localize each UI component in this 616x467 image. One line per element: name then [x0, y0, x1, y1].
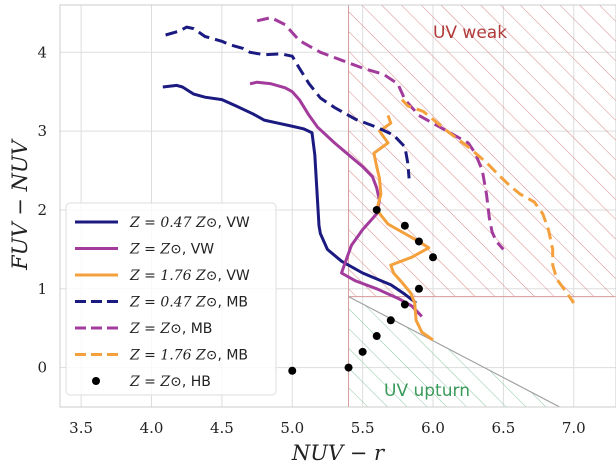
- x-tick-label: 7.0: [562, 419, 586, 437]
- hb-point: [429, 253, 438, 262]
- hb-point: [372, 332, 381, 341]
- legend-entry: Z = Z⊙, HB: [129, 374, 211, 390]
- legend-entry-tag: , MB: [182, 321, 213, 337]
- legend-box: [65, 202, 277, 396]
- x-tick-label: 3.5: [69, 419, 93, 437]
- series-line-4: [256, 16, 505, 251]
- plot-frame: [59, 4, 616, 408]
- x-tick-labels: 3.5 4.0 4.5 5.0 5.5 6.0 6.5 7.0: [69, 419, 586, 437]
- x-axis-label: NUV − r: [291, 441, 386, 465]
- legend-entry: Z = Z⊙, MB: [129, 321, 212, 337]
- legend-entry-tag: , VW: [217, 215, 249, 231]
- y-axis-label: FUV − NUV: [8, 138, 32, 270]
- legend-entry: Z = 0.47 Z⊙, MB: [129, 295, 248, 311]
- series-lines: [162, 16, 576, 342]
- x-tick-label: 4.5: [210, 419, 234, 437]
- legend-entry-tag: , MB: [217, 295, 248, 311]
- legend-entry-tag: , VW: [217, 268, 249, 284]
- y-tick-label: 2: [37, 201, 47, 219]
- legend-entry: Z = Z⊙, VW: [129, 242, 214, 258]
- legend-entry: Z = 1.76 Z⊙, VW: [129, 268, 250, 284]
- series-line-3: [165, 25, 411, 179]
- y-tick-labels: 0 1 2 3 4: [37, 43, 47, 376]
- region-uv-weak: [348, 5, 616, 297]
- hb-point: [414, 284, 423, 293]
- hb-point: [344, 363, 353, 372]
- x-tick-label: 6.5: [491, 419, 515, 437]
- series-line-5: [400, 98, 576, 304]
- y-tick-label: 0: [37, 359, 47, 377]
- legend: Z = 0.47 Z⊙, VWZ = Z⊙, VWZ = 1.76 Z⊙, VW…: [65, 202, 277, 396]
- y-tick-label: 3: [37, 122, 47, 140]
- legend-swatch: [92, 377, 100, 385]
- hb-point: [288, 366, 297, 375]
- legend-entry-math: Z = 0.47 Z⊙: [129, 295, 217, 311]
- legend-entry-tag: , VW: [182, 242, 214, 258]
- hb-point: [400, 300, 409, 309]
- x-tick-label: 4.0: [140, 419, 164, 437]
- x-tick-label: 5.5: [351, 419, 375, 437]
- hb-point: [400, 221, 409, 230]
- x-tick-label: 6.0: [421, 419, 445, 437]
- region-label-uv-upturn: UV upturn: [384, 381, 470, 401]
- hb-point: [414, 237, 423, 246]
- legend-entry: Z = 0.47 Z⊙, VW: [129, 215, 250, 231]
- y-tick-label: 1: [37, 280, 47, 298]
- hb-points: [288, 205, 438, 375]
- legend-entry-tag: , MB: [217, 348, 248, 364]
- hb-point: [358, 347, 367, 356]
- x-tick-label: 5.0: [280, 419, 304, 437]
- legend-entry-math: Z = 1.76 Z⊙: [129, 348, 217, 364]
- legend-entry-math: Z = Z⊙: [129, 374, 182, 390]
- legend-entry-math: Z = 1.76 Z⊙: [129, 268, 217, 284]
- legend-entry-math: Z = 0.47 Z⊙: [129, 215, 217, 231]
- regions: [348, 5, 616, 407]
- hb-point: [372, 205, 381, 214]
- series-line-2: [372, 114, 434, 342]
- legend-entry-math: Z = Z⊙: [129, 242, 182, 258]
- legend-entry-tag: , HB: [182, 374, 211, 390]
- y-tick-label: 4: [37, 43, 47, 61]
- hb-point: [386, 316, 395, 325]
- upturn-boundary-diagonal: [348, 296, 560, 407]
- legend-entry: Z = 1.76 Z⊙, MB: [129, 348, 248, 364]
- series-line-1: [249, 80, 423, 318]
- region-label-uv-weak: UV weak: [433, 23, 507, 43]
- legend-entry-math: Z = Z⊙: [129, 321, 182, 337]
